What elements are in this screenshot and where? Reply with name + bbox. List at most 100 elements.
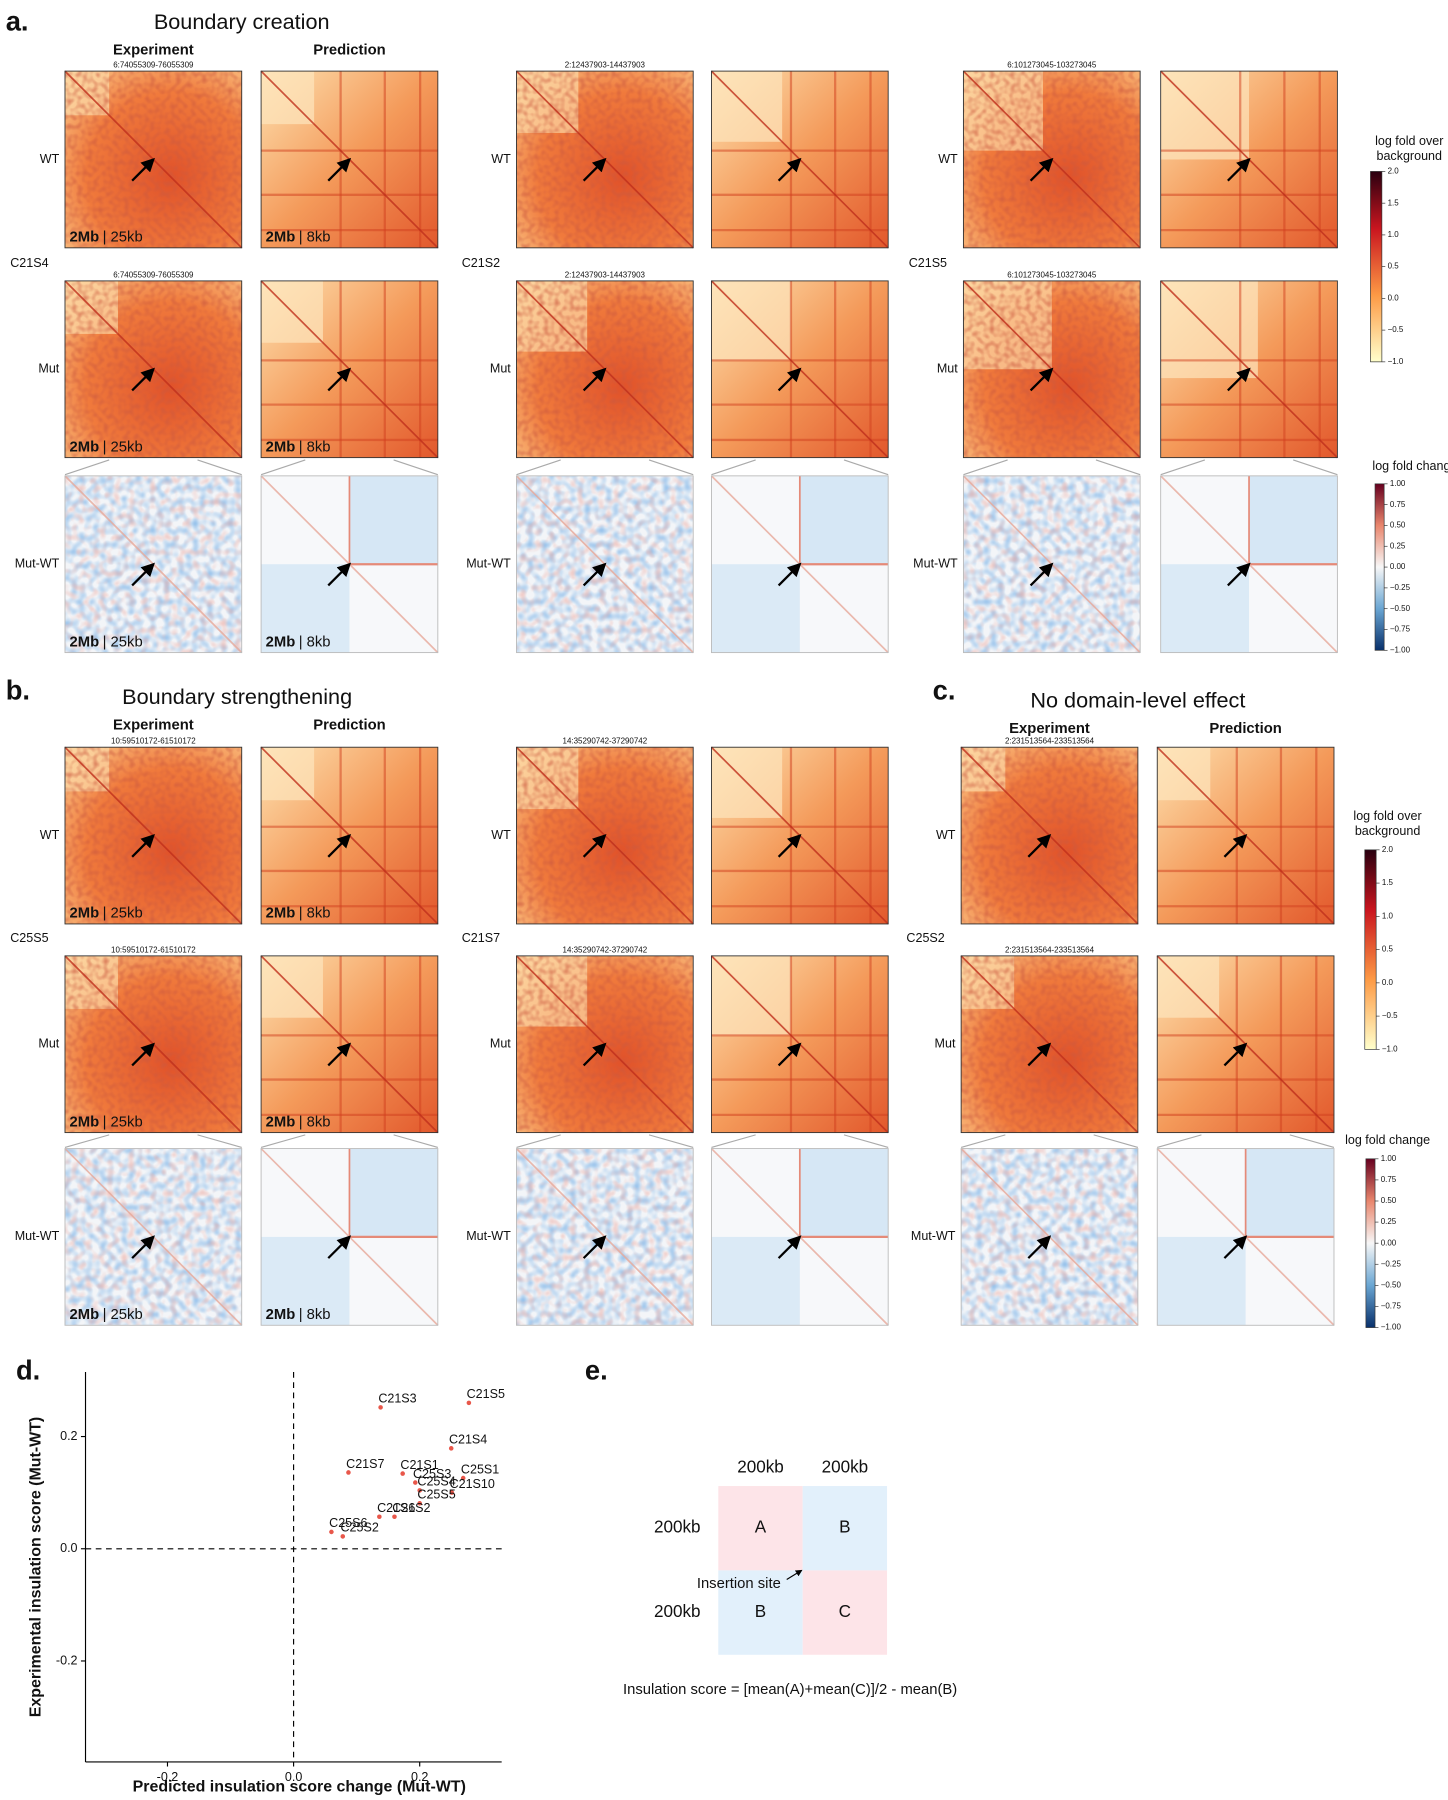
point-label: C25S1	[461, 1462, 499, 1476]
frame	[516, 955, 694, 1134]
heatmap	[64, 955, 243, 1134]
colorbar-tick-label: 1.00	[1390, 479, 1406, 488]
zoom-line	[1095, 459, 1141, 476]
arrow	[582, 1235, 607, 1259]
row-label: WT	[40, 152, 60, 166]
frame	[1160, 475, 1338, 654]
arrow	[777, 367, 802, 392]
zoom-line	[64, 459, 110, 476]
region: 10:59510172-61510172	[111, 945, 196, 954]
scale-label: 2Mb | 25kb	[70, 634, 143, 650]
column-header: Prediction	[313, 717, 385, 733]
scale-label: 2Mb | 8kb	[266, 1114, 331, 1130]
region: 2:231513564-233513564	[1005, 945, 1095, 954]
zoom-line	[516, 459, 561, 476]
frame	[1156, 746, 1335, 925]
point-label: C21S7	[346, 1457, 384, 1471]
arrow	[327, 157, 352, 182]
panel-label: a.	[6, 5, 29, 36]
quadrant	[799, 1148, 889, 1237]
region: 6:74055309-76055309	[113, 61, 194, 70]
zoom-line	[197, 1134, 242, 1148]
zoom-line	[260, 1134, 306, 1148]
cell-label: C	[839, 1602, 851, 1621]
region: 6:74055309-76055309	[113, 270, 194, 279]
point	[466, 1400, 472, 1406]
heatmap	[1156, 746, 1335, 925]
colorbar-title: log fold over	[1353, 809, 1421, 823]
arrow	[327, 367, 352, 392]
sample-name: C21S7	[462, 931, 500, 945]
zoom-line	[711, 1134, 756, 1148]
colorbar-tick-label: −0.25	[1381, 1259, 1402, 1268]
zoom-line	[64, 1134, 110, 1148]
row-label: Mut	[937, 362, 958, 376]
insertion-label: Insertion site	[697, 1576, 781, 1592]
colorbar-title: background	[1376, 149, 1442, 163]
row-label: WT	[936, 828, 956, 842]
zoom-line	[843, 459, 889, 476]
scale-size: 2Mb	[70, 439, 100, 455]
panel-label: c.	[933, 675, 956, 706]
zoom-line	[711, 459, 756, 476]
point-label: C25S6	[329, 1516, 367, 1530]
arrow	[1029, 562, 1054, 587]
quadrant	[1249, 475, 1338, 565]
arrow	[582, 1042, 607, 1067]
region-cell	[718, 1486, 803, 1571]
colorbar-tick-label: 1.5	[1382, 878, 1394, 887]
point-label: C25S3	[413, 1467, 451, 1481]
colorbar	[1364, 849, 1377, 1050]
frame	[1156, 955, 1335, 1134]
frame	[64, 475, 243, 654]
arrow	[131, 1235, 155, 1259]
scale-size: 2Mb	[266, 634, 296, 650]
point-label: C21S2	[392, 1501, 430, 1515]
point-label: C21S6	[377, 1501, 415, 1515]
frame	[64, 955, 243, 1134]
point-label: C25S2	[340, 1521, 378, 1535]
colorbar-tick-label: 0.50	[1381, 1196, 1397, 1205]
panel-title: Boundary creation	[154, 9, 330, 34]
arrow	[131, 157, 155, 182]
frame	[962, 475, 1141, 654]
point	[413, 1480, 418, 1485]
frame	[711, 70, 889, 249]
scale-resolution: | 25kb	[103, 634, 143, 650]
colorbar	[1365, 1158, 1376, 1328]
scale-label: 2Mb | 8kb	[266, 1307, 331, 1323]
scale-resolution: | 8kb	[299, 906, 331, 922]
row-label: Mut	[38, 1037, 59, 1051]
arrow	[1223, 1042, 1248, 1067]
scale-label: 2Mb | 8kb	[266, 439, 331, 455]
colorbar-tick-label: 1.5	[1388, 198, 1400, 207]
arrow	[327, 1042, 352, 1067]
size-label: 200kb	[822, 1457, 869, 1476]
region: 14:35290742-37290742	[563, 945, 648, 954]
colorbar-title: log fold over	[1375, 134, 1443, 148]
column-header: Experiment	[113, 717, 194, 733]
colorbar-tick-label: −1.00	[1390, 645, 1411, 654]
panel-title: Boundary strengthening	[122, 684, 352, 709]
scale-resolution: | 25kb	[103, 1307, 143, 1323]
arrow	[777, 833, 802, 858]
region: 10:59510172-61510172	[111, 737, 196, 746]
point	[340, 1534, 346, 1539]
row-label: WT	[938, 152, 958, 166]
scale-resolution: | 8kb	[299, 439, 331, 455]
heatmap	[64, 746, 243, 925]
colorbar-title: log fold change	[1372, 459, 1448, 473]
point	[448, 1446, 454, 1451]
scale-resolution: | 25kb	[103, 229, 143, 245]
frame	[260, 280, 439, 459]
point-label: C21S5	[467, 1387, 505, 1401]
arrow	[777, 562, 802, 587]
point-label: C21S4	[449, 1433, 487, 1447]
zoom-line	[648, 459, 694, 476]
heatmap	[1160, 475, 1339, 654]
colorbar-tick-label: 0.75	[1381, 1175, 1397, 1184]
colorbar-tick-label: 1.00	[1381, 1154, 1397, 1163]
row-label: WT	[491, 152, 511, 166]
zoom-line	[516, 1134, 561, 1148]
